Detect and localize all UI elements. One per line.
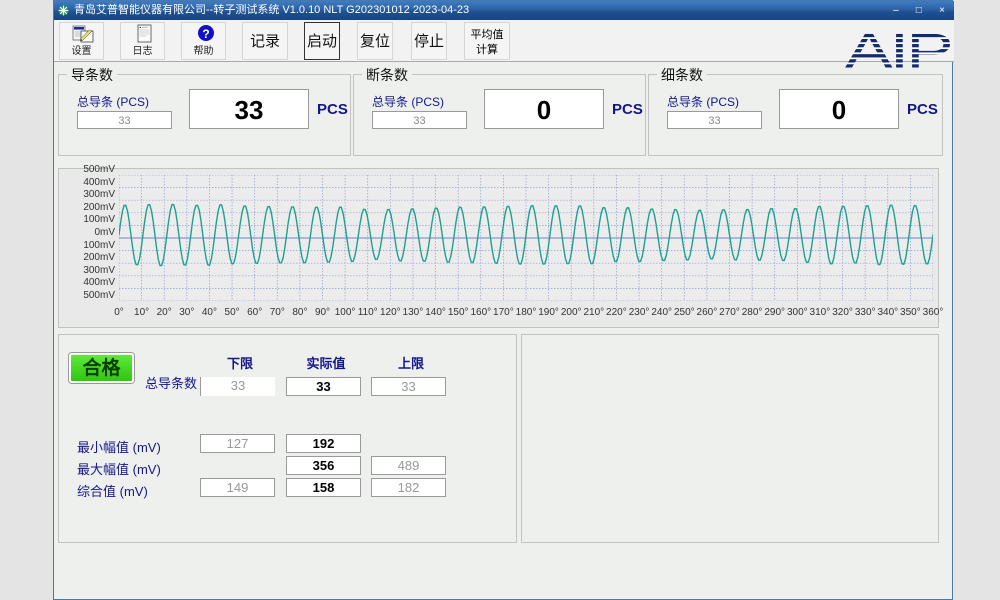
svg-text:?: ? [202,27,209,41]
